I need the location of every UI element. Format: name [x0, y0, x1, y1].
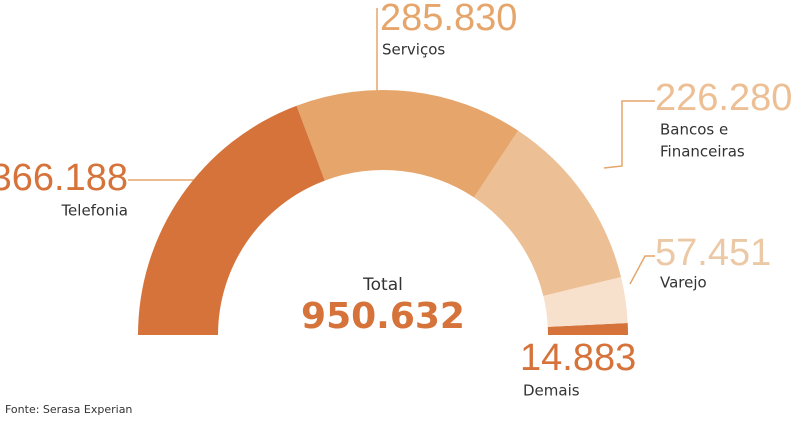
category-label: Telefonia	[60, 202, 128, 220]
value-label: 57.451	[655, 232, 771, 274]
slice	[547, 322, 628, 335]
leader-line	[629, 255, 655, 285]
value-label: 366.188	[0, 157, 128, 199]
category-label: Serviços	[382, 41, 445, 59]
category-label: Financeiras	[660, 143, 745, 161]
source: Fonte: Serasa Experian	[5, 403, 132, 416]
value-label: 285.830	[380, 0, 517, 39]
category-label: Bancos e	[660, 121, 728, 139]
slice	[473, 130, 622, 296]
total-value: 950.632	[301, 296, 465, 337]
total-label: Total	[362, 275, 403, 295]
slice	[138, 105, 325, 335]
slice	[543, 276, 628, 327]
slice	[296, 89, 519, 198]
category-label: Demais	[523, 382, 580, 400]
leader-line	[603, 100, 655, 169]
value-label: 226.280	[655, 77, 792, 119]
value-label: 14.883	[520, 337, 636, 379]
category-label: Varejo	[660, 274, 707, 292]
